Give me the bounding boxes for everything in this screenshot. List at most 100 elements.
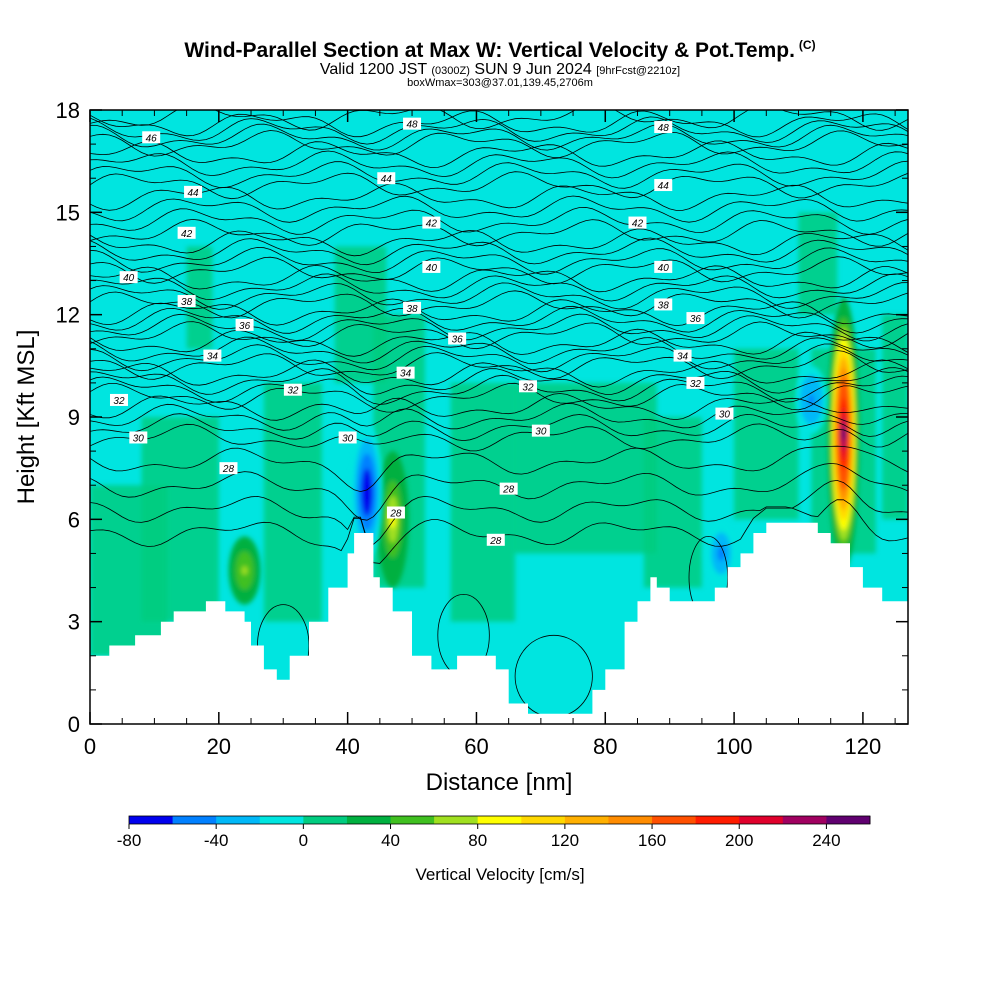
contour-label-bg: [518, 380, 537, 393]
colorbar-swatch: [782, 816, 827, 824]
downdraft-core: [350, 423, 383, 561]
y-tick-label: 15: [56, 200, 80, 225]
colorbar: -80 -40 0 40 80 120 160 200 240: [117, 815, 871, 850]
y-tick-label: 9: [68, 405, 80, 430]
colorbar-swatch: [346, 816, 392, 824]
theta-contours: [90, 110, 908, 718]
contour-label-text: 40: [123, 273, 135, 284]
theta-contour-line: [90, 264, 908, 293]
contour-label: 30: [531, 424, 550, 438]
chart-title: Wind-Parallel Section at Max W: Vertical…: [0, 38, 1000, 63]
contour-label-text: 28: [389, 509, 402, 520]
velocity-band: [717, 545, 725, 562]
contour-label-bg: [499, 482, 518, 495]
theta-contour-line: [90, 160, 908, 189]
theta-contour-line: [90, 462, 908, 521]
chart-subtitle: Valid 1200 JST (0300Z) SUN 9 Jun 2024 [9…: [0, 61, 1000, 79]
weak-updraft-zone: [515, 382, 657, 554]
contour-label-bg: [338, 431, 357, 444]
contour-label-bg: [422, 216, 441, 229]
contour-label-text: 40: [426, 263, 438, 274]
theta-contour-line: [90, 282, 908, 310]
contour-label: 42: [628, 216, 647, 230]
contour-label-bg: [686, 312, 705, 325]
contour-label-bg: [129, 431, 148, 444]
contour-label-bg: [203, 349, 222, 362]
contour-label-bg: [686, 376, 705, 389]
contour-label: 40: [422, 260, 441, 274]
colorbar-swatch: [129, 816, 174, 824]
x-tick-label: 60: [464, 734, 488, 759]
contour-label-bg: [177, 295, 196, 308]
contour-label-text: 38: [658, 300, 670, 311]
contour-label: 34: [203, 349, 222, 363]
theta-contour-line: [90, 423, 908, 452]
contour-label: 32: [283, 383, 302, 397]
contour-label-text: 36: [690, 314, 702, 325]
contour-label-bg: [142, 131, 161, 144]
theta-contour-line: [90, 256, 908, 285]
contour-label-bg: [422, 260, 441, 273]
colorbar-swatch: [608, 816, 653, 824]
contour-label-text: 32: [522, 382, 534, 393]
contour-label: 32: [518, 380, 537, 393]
contour-label-text: 34: [677, 352, 689, 363]
y-tick-label: 6: [68, 507, 80, 532]
velocity-band: [840, 428, 847, 441]
colorbar-tick-label: 160: [638, 831, 666, 850]
chart-title-main: Wind-Parallel Section at Max W: Vertical…: [184, 39, 795, 62]
colorbar-swatch: [172, 816, 217, 824]
colorbar-tick-label: 40: [381, 831, 400, 850]
theta-contour-line: [90, 479, 908, 545]
theta-contour-line: [90, 228, 908, 257]
contour-label-text: 36: [452, 335, 464, 346]
theta-contour-line: [90, 343, 908, 373]
forecast-info: [9hrFcst@2210z]: [596, 65, 681, 77]
colorbar-swatch: [521, 816, 566, 824]
contour-label: 38: [177, 295, 196, 308]
contour-label-bg: [403, 117, 422, 130]
contour-label-text: 28: [222, 464, 235, 475]
x-tick-label: 100: [716, 734, 753, 759]
theta-contour-line: [90, 171, 908, 200]
x-tick-label: 0: [84, 734, 96, 759]
contour-label: 34: [673, 349, 692, 363]
contour-label: 28: [499, 482, 518, 496]
contour-label-text: 44: [381, 174, 393, 185]
y-axis-label: Height [Kft MSL]: [13, 330, 40, 505]
contour-label: 40: [119, 271, 138, 284]
contour-label-text: 48: [658, 123, 670, 134]
contour-label-bg: [396, 366, 415, 379]
theta-contour-line: [90, 195, 908, 223]
contour-label-bg: [235, 318, 254, 331]
contour-label: 42: [422, 216, 441, 230]
theta-contour-line: [90, 393, 908, 421]
contour-label: 40: [654, 260, 673, 274]
theta-contour-line: [90, 206, 908, 235]
contour-label: 44: [377, 172, 396, 185]
contour-label-bg: [403, 301, 422, 314]
weak-updraft-zone: [734, 348, 799, 520]
theta-contour-line: [90, 150, 908, 179]
theta-contour-line: [90, 218, 908, 247]
colorbar-tick-label: 120: [551, 831, 579, 850]
contour-labels: 46 44 42 40 38 36 34 32 30 28 48 44 42 40 38 36 34 32 30 28…: [109, 117, 734, 547]
colorbar-swatch: [390, 816, 435, 824]
contour-label: 42: [177, 226, 196, 240]
valid-date: SUN 9 Jun 2024: [474, 61, 592, 78]
contour-label-bg: [628, 216, 647, 229]
contour-label-text: 32: [113, 396, 125, 407]
colorbar-swatch: [303, 816, 348, 824]
contour-label-text: 46: [146, 133, 158, 144]
contour-label: 38: [654, 298, 673, 311]
theta-contour-line: [90, 140, 908, 169]
contour-label-bg: [654, 121, 673, 134]
x-tick-label: 120: [845, 734, 882, 759]
contour-label: 28: [219, 462, 238, 475]
theta-contour-line: [90, 445, 908, 493]
x-tick-label: 80: [593, 734, 617, 759]
theta-contour-line: [90, 110, 908, 138]
theta-contour-line: [90, 367, 908, 396]
